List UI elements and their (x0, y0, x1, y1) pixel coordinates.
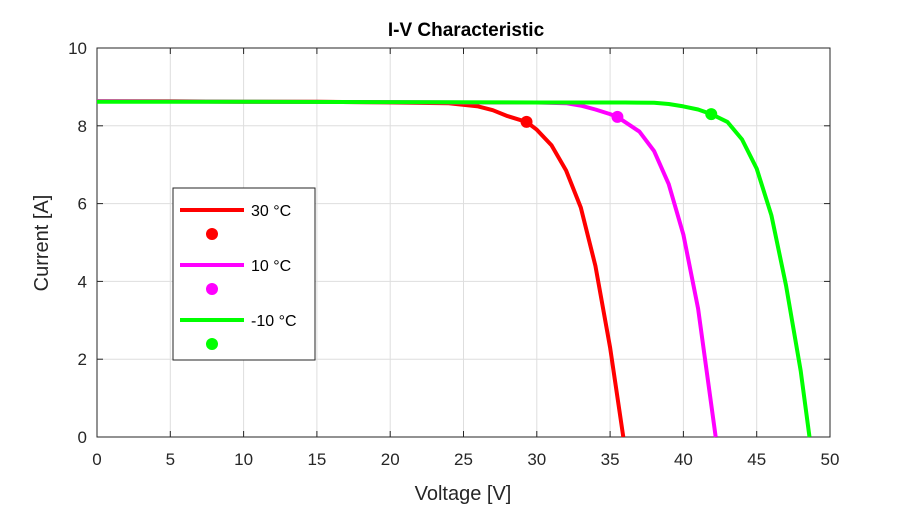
x-tick-label: 0 (92, 450, 101, 469)
y-tick-label: 4 (78, 272, 87, 291)
x-tick-label: 25 (454, 450, 473, 469)
y-tick-label: 2 (78, 350, 87, 369)
mpp-marker-0 (520, 115, 533, 128)
legend-marker-2 (206, 338, 218, 350)
y-tick-label: 6 (78, 195, 87, 214)
mpp-marker-2 (705, 108, 718, 121)
x-tick-label: 5 (166, 450, 175, 469)
y-axis-label: Current [A] (31, 195, 53, 292)
x-tick-label: 20 (381, 450, 400, 469)
x-tick-label: 45 (747, 450, 766, 469)
x-tick-label: 30 (527, 450, 546, 469)
x-tick-label: 40 (674, 450, 693, 469)
axis-ticks: 0 5 10 15 20 25 30 35 40 45 50 0 2 4 6 8 10 (68, 39, 839, 469)
chart-title: I-V Characteristic (388, 20, 545, 41)
x-axis-label: Voltage [V] (415, 483, 512, 505)
y-tick-label: 10 (68, 39, 87, 58)
x-tick-label: 35 (601, 450, 620, 469)
x-tick-label: 50 (821, 450, 840, 469)
mpp-marker-1 (611, 110, 624, 123)
x-tick-label: 15 (307, 450, 326, 469)
legend-marker-1 (206, 283, 218, 295)
legend-label-0: 30 °C (251, 203, 291, 220)
series-line-2 (97, 99, 812, 438)
legend: 30 °C 10 °C -10 °C (172, 187, 316, 361)
x-tick-label: 10 (234, 450, 253, 469)
y-tick-label: 8 (78, 117, 87, 136)
legend-box (172, 187, 316, 361)
series-lines (96, 99, 812, 438)
mpp-markers (520, 108, 718, 128)
legend-label-1: 10 °C (251, 258, 291, 275)
legend-label-2: -10 °C (251, 313, 297, 330)
y-tick-label: 0 (78, 428, 87, 447)
legend-marker-0 (206, 228, 218, 240)
